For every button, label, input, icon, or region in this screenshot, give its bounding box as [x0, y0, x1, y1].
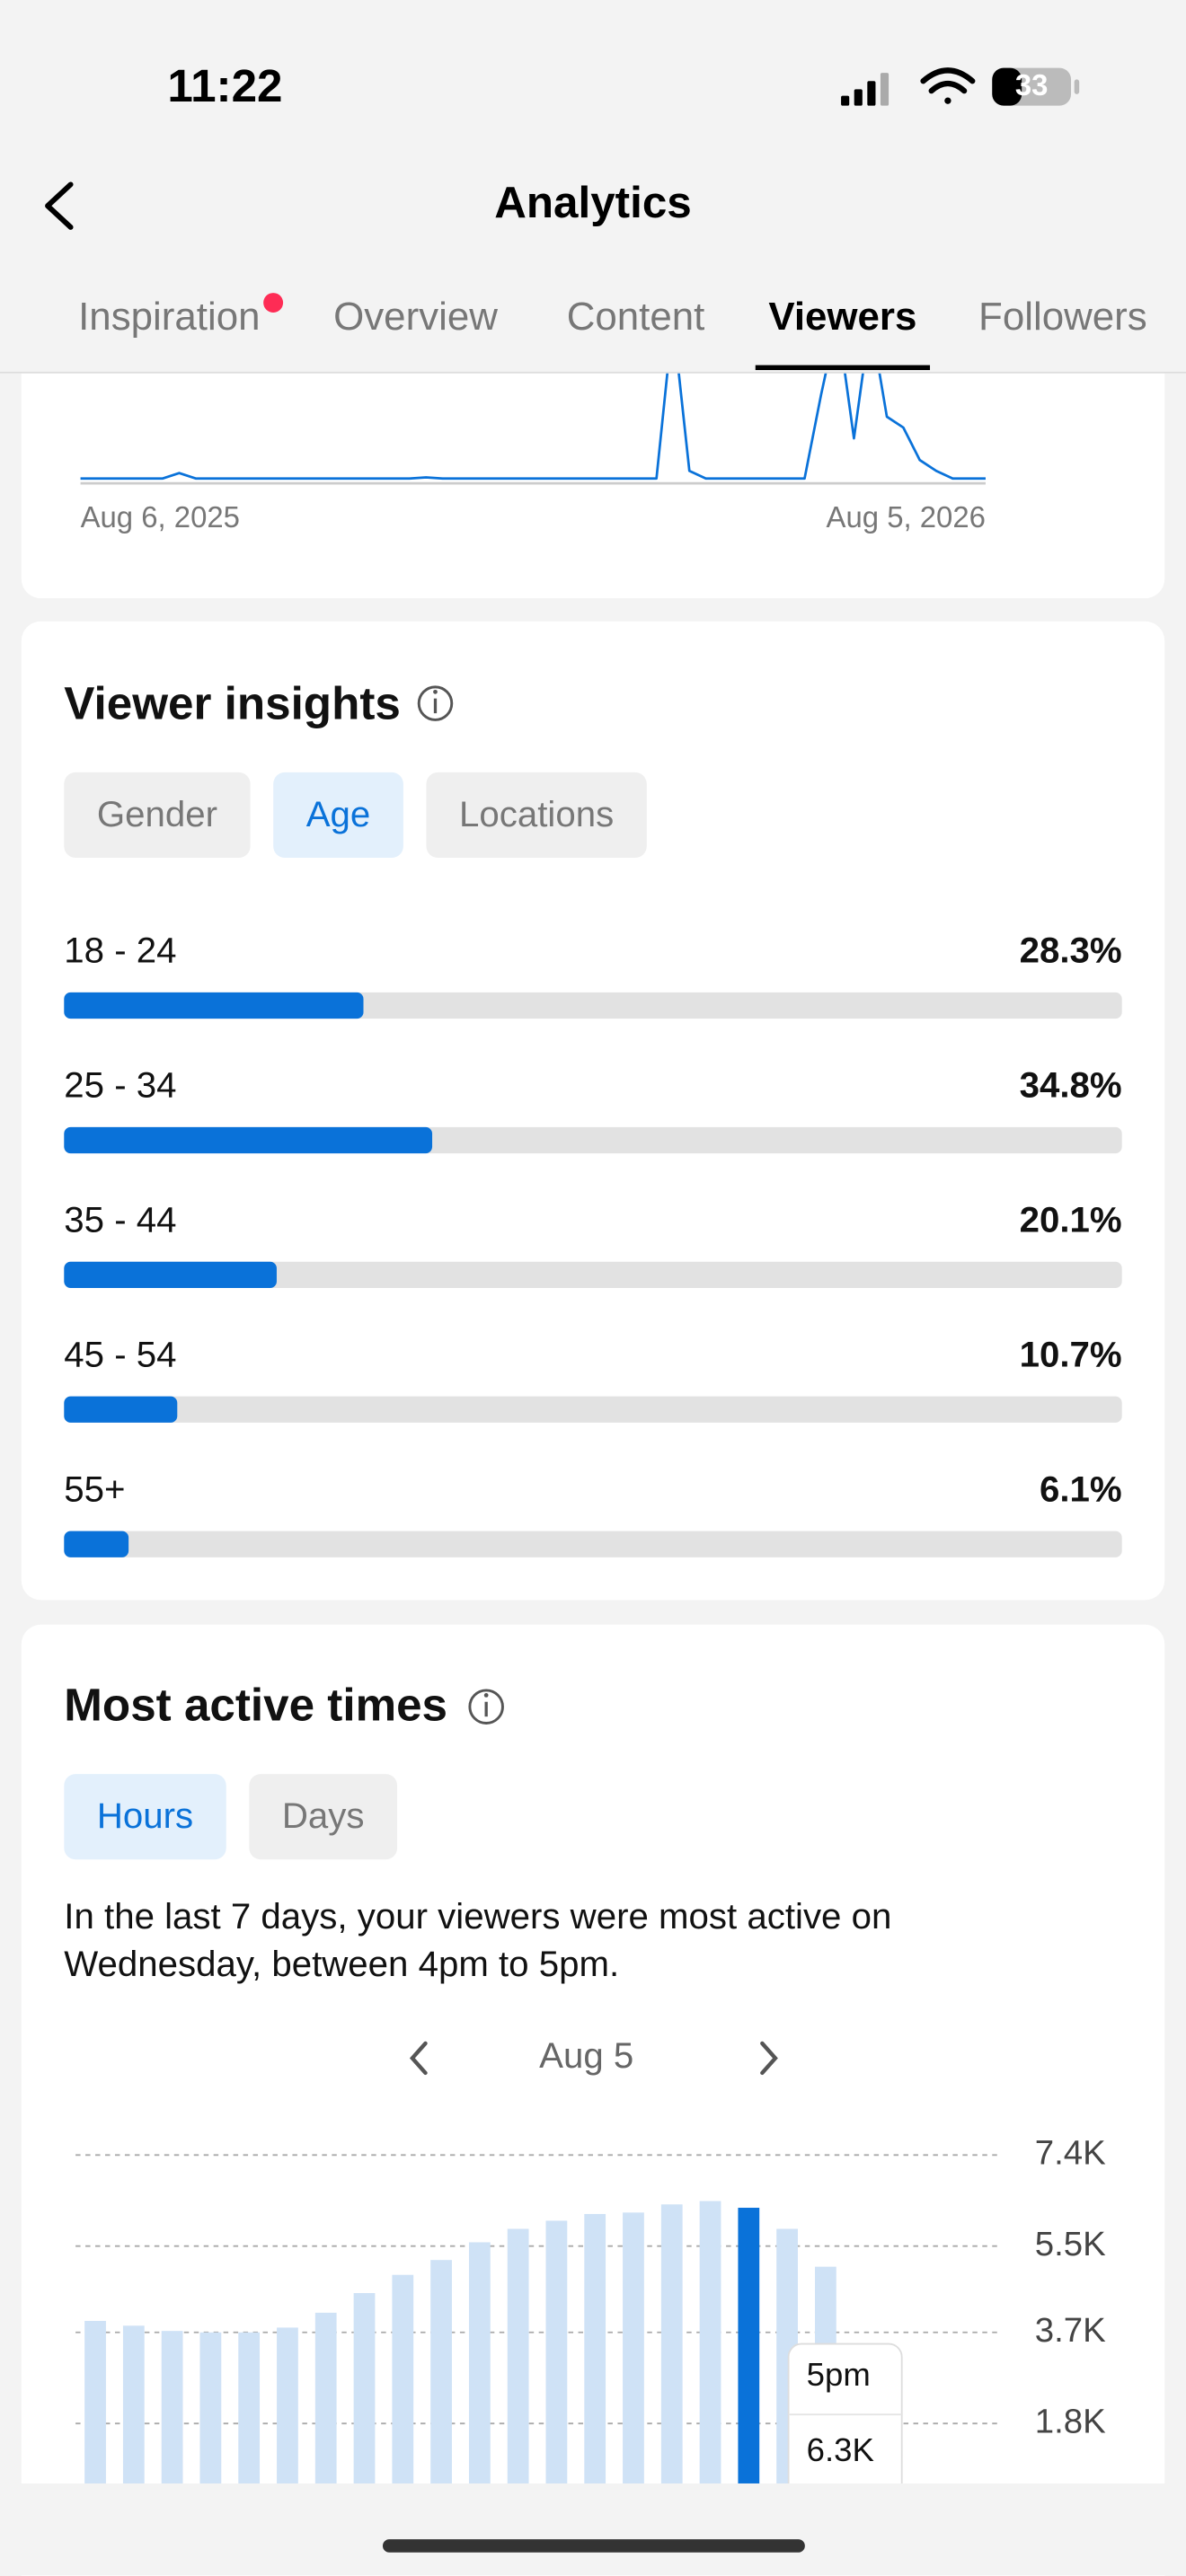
- bar: [660, 2204, 683, 2510]
- page-title: Analytics: [494, 178, 691, 227]
- bar: [392, 2274, 414, 2510]
- back-button[interactable]: [45, 181, 74, 230]
- age-label: 35 - 44: [64, 1199, 176, 1239]
- bar: [468, 2242, 491, 2510]
- filter-group: Hours Days: [64, 1774, 398, 1860]
- description: In the last 7 days, your viewers were mo…: [64, 1895, 892, 1985]
- filter-pill[interactable]: Locations: [426, 772, 647, 858]
- tab[interactable]: Followers: [978, 295, 1147, 339]
- bar: [738, 2208, 760, 2510]
- age-label: 18 - 24: [64, 931, 176, 971]
- x-tick-label: Aug 6, 2025: [81, 500, 240, 534]
- tooltip: 5pm 6.3K: [787, 2342, 903, 2510]
- filter-pill[interactable]: Gender: [64, 772, 251, 858]
- home-indicator[interactable]: [382, 2539, 805, 2553]
- bottom-bar: [0, 2483, 1186, 2576]
- tab-bar: Inspiration Overview Content Viewers Followe…: [78, 293, 1147, 371]
- signal-icon: [841, 73, 890, 106]
- tab[interactable]: Content: [567, 295, 705, 339]
- age-value: 10.7%: [1020, 1334, 1122, 1374]
- views-chart: Aug 6, 2025 Aug 5, 2026: [80, 317, 986, 534]
- bar: [161, 2331, 183, 2510]
- next-button[interactable]: [760, 2041, 778, 2076]
- pill-background: [64, 772, 251, 858]
- section-title: Viewer insights: [64, 677, 401, 728]
- pill-label: Hours: [97, 1795, 193, 1836]
- bar: [277, 2327, 298, 2510]
- age-label: 25 - 34: [64, 1065, 176, 1106]
- bar-track: [64, 1396, 1122, 1423]
- y-tick-label: 1.8K: [1035, 2402, 1106, 2440]
- bar: [699, 2201, 721, 2510]
- header-background: [0, 0, 1186, 374]
- bar-track: [64, 1261, 1122, 1288]
- bar: [507, 2228, 529, 2510]
- hours-chart: 7.4K 5.5K 3.7K 1.8K 5pm 6.3K: [75, 2133, 1106, 2510]
- age-value: 6.1%: [1040, 1469, 1122, 1509]
- y-tick-label: 3.7K: [1035, 2311, 1106, 2350]
- bar: [314, 2312, 337, 2510]
- battery-icon: 33: [992, 67, 1080, 106]
- bar: [199, 2332, 222, 2510]
- description-text: In the last 7 days, your viewers were mo…: [64, 1895, 892, 1985]
- tab[interactable]: Viewers: [768, 295, 916, 339]
- bar: [584, 2213, 606, 2510]
- bar: [238, 2332, 261, 2510]
- tooltip-label: 5pm: [807, 2356, 871, 2393]
- age-chart: 18 - 24 28.3% 25 - 34 34.8% 35 - 44 20.1% 45 -…: [64, 931, 1122, 1557]
- age-value: 28.3%: [1020, 931, 1122, 971]
- bar: [64, 1531, 129, 1557]
- notification-dot: [263, 293, 284, 313]
- pill-background: [273, 772, 403, 858]
- header: 11:22 33 Analytics Inspiration Overview Co…: [0, 0, 1186, 374]
- bar: [64, 1261, 277, 1288]
- section-title: Most active times: [64, 1680, 447, 1731]
- battery-level: 33: [1015, 68, 1049, 101]
- x-tick-label: Aug 5, 2026: [827, 500, 986, 534]
- tooltip-value: 6.3K: [807, 2431, 874, 2468]
- pill-label: Age: [306, 794, 371, 834]
- wifi-icon: [920, 67, 976, 104]
- y-tick-label: 7.4K: [1035, 2133, 1106, 2172]
- age-label: 45 - 54: [64, 1334, 176, 1374]
- bar: [64, 1126, 433, 1154]
- age-label: 55+: [64, 1469, 125, 1509]
- bar: [430, 2260, 452, 2510]
- tab[interactable]: Overview: [333, 295, 498, 339]
- viewer-insights-card: [21, 621, 1165, 1601]
- pill-background: [426, 772, 647, 858]
- filter-group: Gender Age Locations: [64, 772, 647, 858]
- filter-pill[interactable]: Age: [273, 772, 403, 858]
- filter-pill[interactable]: Hours: [64, 1774, 226, 1860]
- bar: [545, 2220, 568, 2510]
- pill-background: [64, 1774, 226, 1860]
- bottom-background: [0, 2483, 1186, 2576]
- bar: [64, 992, 364, 1019]
- bar: [64, 1396, 178, 1423]
- bar: [353, 2293, 376, 2510]
- bar: [623, 2212, 644, 2510]
- bar: [122, 2325, 145, 2510]
- pill-background: [249, 1774, 398, 1860]
- pill-label: Locations: [459, 794, 614, 834]
- age-value: 34.8%: [1020, 1065, 1122, 1106]
- info-icon[interactable]: [468, 1689, 504, 1725]
- y-tick-label: 5.5K: [1035, 2225, 1106, 2263]
- info-icon[interactable]: [417, 685, 454, 721]
- age-value: 20.1%: [1020, 1199, 1122, 1239]
- bar: [84, 2320, 106, 2510]
- date-label: Aug 5: [539, 2035, 633, 2076]
- content: Aug 6, 2025 Aug 5, 2026 Viewer insights G…: [21, 246, 1165, 2576]
- most-active-card: [21, 1624, 1165, 2576]
- pill-label: Days: [282, 1795, 365, 1836]
- tab-underline: [755, 365, 931, 371]
- pill-label: Gender: [97, 794, 217, 834]
- tab[interactable]: Inspiration: [78, 295, 260, 339]
- status-time: 11:22: [167, 60, 282, 111]
- bar-track: [64, 1531, 1122, 1557]
- prev-button[interactable]: [409, 2041, 428, 2076]
- filter-pill[interactable]: Days: [249, 1774, 398, 1860]
